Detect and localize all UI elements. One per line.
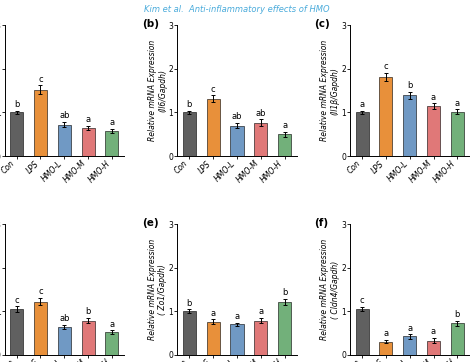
Text: ab: ab bbox=[232, 112, 242, 121]
Bar bbox=[230, 126, 244, 156]
Bar bbox=[207, 98, 220, 156]
Text: a: a bbox=[383, 329, 389, 338]
Bar bbox=[207, 322, 220, 355]
Text: a: a bbox=[282, 121, 287, 130]
Text: (c): (c) bbox=[314, 19, 330, 29]
Bar bbox=[403, 95, 416, 156]
Bar bbox=[34, 90, 47, 156]
Bar bbox=[379, 77, 392, 156]
Text: a: a bbox=[407, 324, 412, 333]
Text: b: b bbox=[187, 299, 192, 308]
Text: c: c bbox=[211, 85, 216, 94]
Bar bbox=[427, 341, 440, 355]
Bar bbox=[58, 125, 71, 156]
Bar bbox=[82, 128, 95, 156]
Bar bbox=[427, 106, 440, 156]
Text: (e): (e) bbox=[142, 218, 158, 227]
Bar bbox=[230, 324, 244, 355]
Bar bbox=[451, 111, 464, 156]
Bar bbox=[451, 323, 464, 355]
Text: b: b bbox=[455, 310, 460, 319]
Text: a: a bbox=[258, 307, 264, 316]
Text: b: b bbox=[187, 100, 192, 109]
Text: Kim et al.  Anti-inflammatory effects of HMO: Kim et al. Anti-inflammatory effects of … bbox=[144, 5, 330, 14]
Y-axis label: Relative mRNA Expression
( Zo1/Gapdh): Relative mRNA Expression ( Zo1/Gapdh) bbox=[147, 239, 167, 340]
Bar bbox=[254, 321, 267, 355]
Bar bbox=[10, 113, 23, 156]
Bar bbox=[105, 332, 118, 355]
Y-axis label: Relative mRNA Expression
(Il6/Gapdh): Relative mRNA Expression (Il6/Gapdh) bbox=[147, 40, 167, 141]
Text: b: b bbox=[85, 307, 91, 316]
Text: c: c bbox=[383, 62, 388, 71]
Bar bbox=[356, 309, 369, 355]
Text: a: a bbox=[109, 118, 114, 127]
Bar bbox=[34, 302, 47, 355]
Y-axis label: Relative mRNA Expression
( Cldn4/Gapdh): Relative mRNA Expression ( Cldn4/Gapdh) bbox=[320, 239, 340, 340]
Text: ab: ab bbox=[255, 109, 266, 118]
Bar bbox=[278, 302, 291, 355]
Text: (f): (f) bbox=[314, 218, 328, 227]
Text: b: b bbox=[407, 81, 412, 90]
Bar bbox=[82, 321, 95, 355]
Bar bbox=[379, 342, 392, 355]
Text: (b): (b) bbox=[142, 19, 159, 29]
Bar bbox=[58, 327, 71, 355]
Text: ab: ab bbox=[59, 111, 70, 120]
Text: a: a bbox=[109, 320, 114, 329]
Bar bbox=[403, 336, 416, 355]
Bar bbox=[356, 113, 369, 156]
Text: a: a bbox=[85, 115, 91, 124]
Text: c: c bbox=[38, 287, 43, 296]
Bar bbox=[10, 309, 23, 355]
Text: a: a bbox=[455, 99, 460, 108]
Text: c: c bbox=[38, 75, 43, 84]
Text: c: c bbox=[14, 296, 19, 305]
Text: c: c bbox=[360, 296, 365, 305]
Text: a: a bbox=[431, 93, 436, 102]
Text: a: a bbox=[235, 312, 239, 321]
Text: b: b bbox=[14, 100, 19, 109]
Bar bbox=[183, 113, 196, 156]
Bar bbox=[254, 123, 267, 156]
Bar bbox=[278, 134, 291, 156]
Text: ab: ab bbox=[59, 314, 70, 323]
Text: a: a bbox=[360, 100, 365, 109]
Text: a: a bbox=[210, 309, 216, 318]
Text: a: a bbox=[431, 328, 436, 336]
Y-axis label: Relative mRNA Expression
(Il1β/Gapdh): Relative mRNA Expression (Il1β/Gapdh) bbox=[320, 40, 340, 141]
Text: b: b bbox=[282, 288, 287, 297]
Bar bbox=[105, 131, 118, 156]
Bar bbox=[183, 311, 196, 355]
